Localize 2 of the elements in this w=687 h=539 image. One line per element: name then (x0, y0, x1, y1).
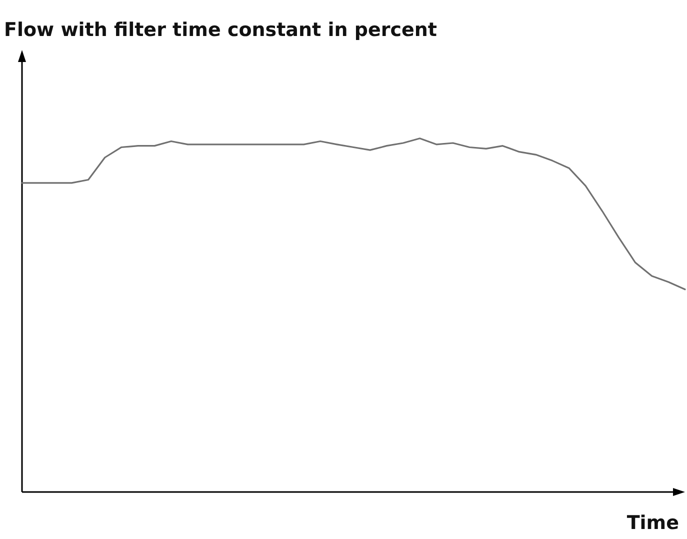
text: Flow with filter time constant in percent (4, 19, 437, 41)
x-axis-title: Time (626, 512, 679, 534)
